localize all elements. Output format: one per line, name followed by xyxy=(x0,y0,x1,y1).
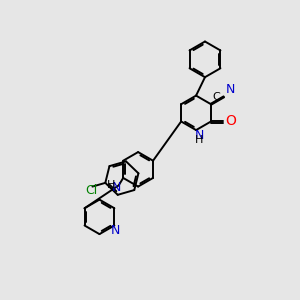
Text: H: H xyxy=(106,180,115,190)
Text: H: H xyxy=(195,135,203,145)
Text: N: N xyxy=(110,224,120,237)
Text: N: N xyxy=(112,181,121,194)
Text: N: N xyxy=(225,82,235,96)
Text: N: N xyxy=(194,129,204,142)
Text: O: O xyxy=(226,115,236,128)
Text: C: C xyxy=(212,92,220,102)
Text: Cl: Cl xyxy=(85,184,97,196)
